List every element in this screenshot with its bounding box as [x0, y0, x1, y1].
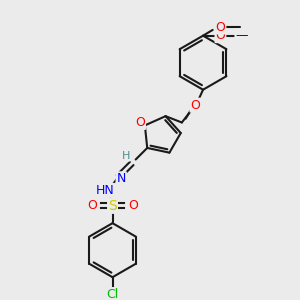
Text: O: O	[215, 20, 225, 34]
Text: N: N	[116, 172, 126, 185]
Text: O: O	[128, 199, 138, 212]
Text: O: O	[190, 99, 200, 112]
Text: H: H	[122, 151, 130, 161]
Text: —: —	[236, 29, 248, 42]
Text: O: O	[215, 29, 225, 42]
Text: Cl: Cl	[106, 288, 119, 300]
Text: O: O	[87, 199, 97, 212]
Text: HN: HN	[95, 184, 114, 197]
Text: O: O	[135, 116, 145, 129]
Text: S: S	[108, 199, 117, 213]
